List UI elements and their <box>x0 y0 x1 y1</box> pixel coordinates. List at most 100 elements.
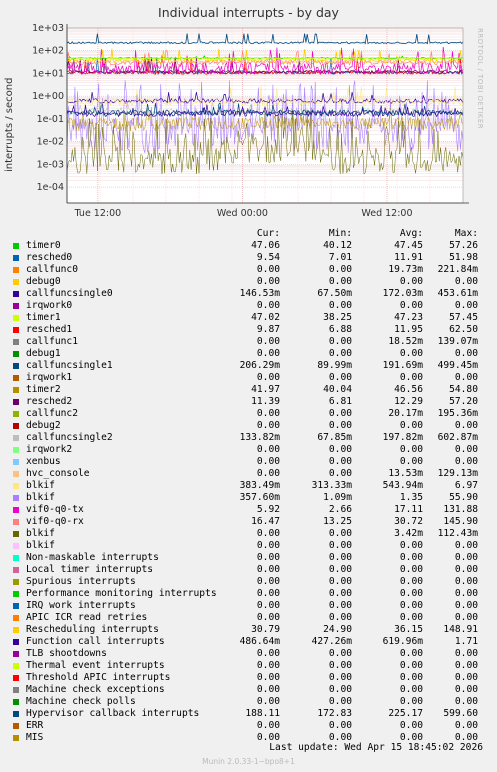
legend-series-name: Machine check exceptions <box>26 684 165 695</box>
y-tick-label: 1e+00 <box>32 91 64 102</box>
legend-value-max: 0.00 <box>454 348 478 359</box>
legend-value-max: 55.90 <box>449 492 478 503</box>
legend-value-avg: 3.42m <box>394 528 423 539</box>
legend-value-avg: 1.35 <box>399 492 423 503</box>
legend-swatch <box>13 663 19 669</box>
legend-swatch <box>13 531 19 537</box>
legend-value-avg: 30.72 <box>394 516 423 527</box>
legend-value-cur: 0.00 <box>256 276 280 287</box>
legend-row: callfuncsingle0 146.53m 67.50m 172.03m 453.6… <box>12 288 484 300</box>
y-tick-label: 1e+01 <box>32 68 64 79</box>
legend-row: Hypervisor callback interrupts 188.11 172.… <box>12 708 484 720</box>
legend-value-min: 0.00 <box>328 696 352 707</box>
legend-swatch <box>13 279 19 285</box>
legend-value-min: 0.00 <box>328 672 352 683</box>
legend-value-avg: 0.00 <box>399 684 423 695</box>
legend-value-cur: 383.49m <box>239 480 280 491</box>
legend-series-name: blkif <box>26 540 55 551</box>
legend-value-max: 148.91 <box>443 624 478 635</box>
legend-row: Thermal event interrupts 0.00 0.00 0.00 0.00 <box>12 660 484 672</box>
legend-value-min: 0.00 <box>328 612 352 623</box>
legend-swatch <box>13 363 19 369</box>
legend-value-max: 0.00 <box>454 420 478 431</box>
y-tick-label: 1e+02 <box>32 46 64 57</box>
legend-row: Threshold APIC interrupts 0.00 0.00 0.00 0.0… <box>12 672 484 684</box>
legend-value-max: 0.00 <box>454 720 478 731</box>
legend-value-cur: 0.00 <box>256 672 280 683</box>
legend-value-avg: 0.00 <box>399 720 423 731</box>
legend-value-min: 0.00 <box>328 540 352 551</box>
legend-row: timer1 47.02 38.25 47.23 57.45 <box>12 312 484 324</box>
legend-value-max: 57.26 <box>449 240 478 251</box>
legend-series-name: APIC ICR read retries <box>26 612 148 623</box>
legend-row: irqwork2 0.00 0.00 0.00 0.00 <box>12 444 484 456</box>
legend-series-name: vif0-q0-rx <box>26 516 84 527</box>
legend-value-avg: 0.00 <box>399 648 423 659</box>
legend-series-name: Local timer interrupts <box>26 564 154 575</box>
legend-swatch <box>13 591 19 597</box>
legend-series-name: resched1 <box>26 324 73 335</box>
legend-row: debug2 0.00 0.00 0.00 0.00 <box>12 420 484 432</box>
legend-value-avg: 0.00 <box>399 732 423 743</box>
legend-series-name: timer1 <box>26 312 61 323</box>
legend-value-min: 0.00 <box>328 564 352 575</box>
legend-value-max: 0.00 <box>454 576 478 587</box>
legend-swatch <box>13 519 19 525</box>
legend-series-name: IRQ work interrupts <box>26 600 136 611</box>
legend-value-max: 0.00 <box>454 696 478 707</box>
legend-value-cur: 0.00 <box>256 468 280 479</box>
legend-value-cur: 0.00 <box>256 444 280 455</box>
legend-value-cur: 146.53m <box>239 288 280 299</box>
legend-value-min: 0.00 <box>328 264 352 275</box>
legend-swatch <box>13 459 19 465</box>
legend-series-name: Performance monitoring interrupts <box>26 588 217 599</box>
legend-row: timer0 47.06 40.12 47.45 57.26 <box>12 240 484 252</box>
y-tick-label: 1e-02 <box>37 137 64 148</box>
legend-value-max: 145.90 <box>443 516 478 527</box>
legend-series-name: Function call interrupts <box>26 636 165 647</box>
legend-row: debug0 0.00 0.00 0.00 0.00 <box>12 276 484 288</box>
legend-value-avg: 0.00 <box>399 564 423 575</box>
legend-value-max: 0.00 <box>454 732 478 743</box>
legend-value-min: 0.00 <box>328 276 352 287</box>
legend-value-cur: 0.00 <box>256 300 280 311</box>
legend-swatch <box>13 315 19 321</box>
legend-row: blkif 0.00 0.00 3.42m 112.43m <box>12 528 484 540</box>
legend-row: debug1 0.00 0.00 0.00 0.00 <box>12 348 484 360</box>
legend-value-avg: 0.00 <box>399 444 423 455</box>
legend-value-avg: 18.52m <box>388 336 423 347</box>
legend-value-cur: 47.02 <box>251 312 280 323</box>
legend-row: callfunc0 0.00 0.00 19.73m 221.84m <box>12 264 484 276</box>
legend-value-cur: 0.00 <box>256 408 280 419</box>
legend-value-min: 0.00 <box>328 600 352 611</box>
legend-value-min: 38.25 <box>323 312 352 323</box>
legend-value-min: 0.00 <box>328 684 352 695</box>
y-tick-label: 1e-01 <box>37 114 64 125</box>
legend-value-avg: 0.00 <box>399 456 423 467</box>
legend-row: resched1 9.87 6.88 11.95 62.50 <box>12 324 484 336</box>
legend-value-cur: 0.00 <box>256 612 280 623</box>
legend-value-max: 0.00 <box>454 588 478 599</box>
y-tick-label: 1e-03 <box>37 159 64 170</box>
legend-swatch <box>13 651 19 657</box>
legend-series-name: timer0 <box>26 240 61 251</box>
series-line <box>66 102 464 117</box>
legend-value-min: 0.00 <box>328 336 352 347</box>
legend-value-min: 0.00 <box>328 348 352 359</box>
legend-value-min: 0.00 <box>328 300 352 311</box>
legend-value-min: 0.00 <box>328 456 352 467</box>
legend-value-cur: 0.00 <box>256 588 280 599</box>
legend-swatch <box>13 267 19 273</box>
legend-swatch <box>13 351 19 357</box>
legend-series-name: irqwork1 <box>26 372 73 383</box>
legend-value-max: 0.00 <box>454 300 478 311</box>
series-line <box>66 48 463 64</box>
legend-row: APIC ICR read retries 0.00 0.00 0.00 0.00 <box>12 612 484 624</box>
series-line <box>66 55 464 60</box>
legend-swatch <box>13 495 19 501</box>
legend-swatch <box>13 243 19 249</box>
legend-value-min: 40.04 <box>323 384 352 395</box>
legend-swatch <box>13 627 19 633</box>
legend-value-avg: 172.03m <box>382 288 423 299</box>
legend-series-name: MIS <box>26 732 44 743</box>
